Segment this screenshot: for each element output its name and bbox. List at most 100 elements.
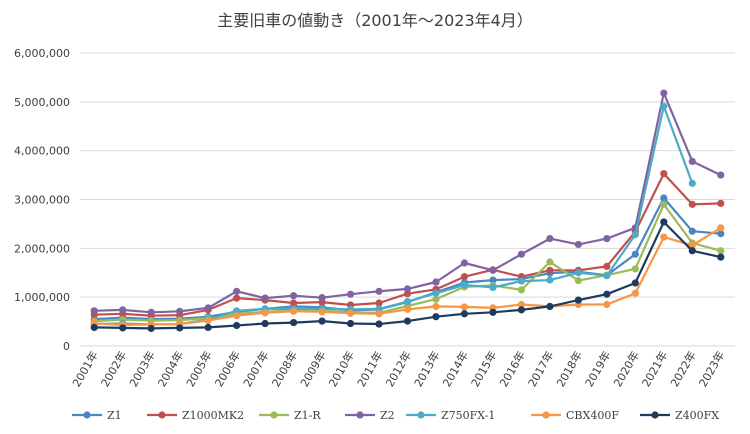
data-point [546,302,554,311]
data-point [375,320,383,328]
data-point [660,102,668,110]
data-point [517,250,526,258]
data-point [717,247,725,255]
data-point [603,272,611,280]
x-tick-label: 2023年 [696,349,728,390]
series-z2 [90,89,725,316]
data-point [717,199,725,208]
legend-label: Z750FX-1 [441,409,495,422]
x-tick-label: 2003年 [126,349,158,390]
data-point [460,259,469,267]
data-point [631,250,639,258]
data-point [631,231,639,239]
data-point [147,308,155,316]
data-point [688,241,696,250]
data-point [460,281,469,289]
data-point [688,157,696,166]
data-point [90,307,98,315]
data-point [460,273,469,281]
legend-item: Z1000MK2 [147,409,244,422]
data-point [261,309,269,317]
y-tick-label: 0 [63,340,70,353]
x-axis-ticks: 2001年2002年2003年2004年2005年2006年2007年2008年… [69,349,727,390]
x-tick-label: 2010年 [326,349,358,390]
x-tick-label: 2018年 [553,349,585,390]
data-point [717,171,725,179]
data-point [346,319,355,328]
data-point [346,309,355,317]
x-tick-label: 2013年 [411,349,443,390]
data-point [147,324,155,333]
data-point [432,295,440,303]
data-point [489,276,497,284]
legend-item: Z1-R [259,409,321,422]
data-point [546,234,554,243]
data-point [574,269,582,277]
data-point [489,308,497,316]
legend-label: Z1000MK2 [182,409,244,422]
series-line [94,91,722,314]
data-point [717,224,725,232]
data-point [204,323,212,332]
data-point [660,218,668,226]
data-point [517,300,526,309]
data-point [119,324,127,332]
data-point [517,286,526,294]
data-point [517,277,526,285]
data-point [631,265,639,273]
x-tick-label: 2005年 [183,349,215,390]
data-point [261,319,269,328]
y-tick-label: 4,000,000 [14,145,70,158]
data-point [403,285,412,293]
data-point [688,227,696,235]
legend-swatch-marker [417,411,425,419]
legend-swatch-marker [356,411,364,419]
legend-item: Z750FX-1 [406,409,495,422]
data-point [517,306,526,314]
data-point [176,307,184,315]
data-point [603,300,611,309]
data-point [660,233,668,241]
data-point [660,170,668,178]
x-tick-label: 2006年 [212,349,244,390]
data-point [717,253,725,261]
data-point [631,279,639,287]
data-point [603,234,611,243]
data-point [233,321,241,330]
series-cbx400f [90,224,725,329]
x-tick-label: 2020年 [610,349,642,390]
data-point [574,296,582,304]
legend-label: Z1-R [294,409,321,422]
data-point [688,179,696,187]
data-point [261,294,269,302]
series-line [94,105,694,326]
gridlines [80,52,735,347]
data-point [204,317,212,325]
data-point [603,262,611,271]
data-point [603,290,611,298]
x-tick-label: 2008年 [269,349,301,390]
series-z400fx [90,218,725,333]
x-tick-label: 2012年 [382,349,414,390]
legend: Z1 Z1000MK2 Z1-R Z2 Z750FX-1 CBX400F Z400FX [72,409,719,422]
data-point [432,278,440,286]
legend-item: Z2 [345,409,395,422]
data-point [432,302,440,311]
x-tick-label: 2011年 [354,349,386,390]
legend-swatch-marker [270,411,278,419]
x-tick-label: 2004年 [155,349,187,390]
legend-label: Z1 [107,409,122,422]
data-point [176,324,184,332]
data-point [375,310,383,318]
x-tick-label: 2015年 [468,349,500,390]
data-point [631,289,639,297]
legend-label: Z2 [380,409,395,422]
series-z1000mk2 [90,170,725,320]
data-point [660,89,668,97]
data-point [403,305,412,313]
legend-swatch-marker [83,411,91,419]
data-point [289,318,298,327]
x-tick-label: 2009年 [297,349,329,390]
legend-item: Z1 [72,409,122,422]
